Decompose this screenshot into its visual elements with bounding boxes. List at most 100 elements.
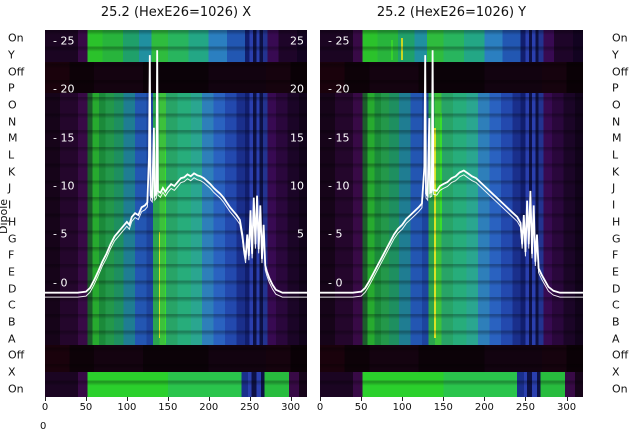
heatmap-right: - 25 - 20 - 15 - 10 - 5 - 0 xyxy=(320,30,583,397)
inner-axis-tick-right: 25 xyxy=(290,34,304,48)
x-tick-mark xyxy=(290,397,292,401)
inner-axis-tick-left: - 10 xyxy=(53,179,75,193)
x-tick-mark xyxy=(402,397,404,401)
row-label: Y xyxy=(612,48,619,62)
profile-curve xyxy=(320,30,583,397)
row-label: O xyxy=(8,98,17,112)
x-tick-label: 100 xyxy=(117,402,137,413)
corner-zero-label: 0 xyxy=(40,421,47,432)
profile-curve xyxy=(45,30,307,397)
inner-axis-tick-right: 20 xyxy=(290,82,304,96)
x-tick-label: 250 xyxy=(240,402,260,413)
inner-axis-tick-right: 15 xyxy=(290,131,304,145)
x-tick-mark xyxy=(85,397,87,401)
x-tick-label: 250 xyxy=(515,402,536,413)
inner-axis-tick-left: - 20 xyxy=(328,82,350,96)
heatmap-section-off-top xyxy=(45,61,307,94)
row-label: P xyxy=(612,81,619,95)
left-plot-title: 25.2 (HexE26=1026) X xyxy=(100,5,252,20)
inner-axis-tick-left: - 5 xyxy=(328,227,343,241)
vertical-marker-line xyxy=(401,37,404,61)
row-label: B xyxy=(8,315,16,329)
row-label: K xyxy=(8,165,16,179)
x-tick-mark xyxy=(443,397,445,401)
row-label: Off xyxy=(8,65,25,79)
x-tick-mark xyxy=(361,397,363,401)
row-label: P xyxy=(8,81,15,95)
x-tick-label: 50 xyxy=(79,402,93,413)
heatmap-section-top-on-y xyxy=(45,30,307,62)
row-label: F xyxy=(612,248,619,262)
x-tick-label: 150 xyxy=(158,402,178,413)
x-axis-right: 0 50 100 150 200 250 300 xyxy=(316,397,583,419)
x-tick-label: 50 xyxy=(354,402,368,413)
row-label: X xyxy=(8,365,16,379)
vertical-marker-line xyxy=(164,148,167,343)
inner-axis-tick-left: - 25 xyxy=(53,34,75,48)
row-label: X xyxy=(612,365,620,379)
vertical-marker-line xyxy=(440,113,442,232)
row-label: K xyxy=(612,165,620,179)
row-label: On xyxy=(8,382,24,396)
row-label: M xyxy=(612,131,622,145)
inner-axis-tick-right: 5 xyxy=(297,227,304,241)
vertical-marker-line xyxy=(434,128,436,338)
x-tick-mark xyxy=(320,397,321,401)
row-label: C xyxy=(8,298,16,312)
row-label: D xyxy=(612,282,621,296)
x-axis-left: 0 50 100 150 200 250 300 xyxy=(41,397,307,419)
row-label: I xyxy=(612,198,616,212)
heatmap-section-middle-p-to-a xyxy=(320,93,583,346)
x-tick-mark xyxy=(126,397,128,401)
heatmap-section-top-on-y xyxy=(320,30,583,62)
left-row-labels: On Y Off P O N M L K J I H G F E D C B A Off X On xyxy=(8,30,40,397)
row-label: On xyxy=(8,31,24,45)
x-tick-mark xyxy=(249,397,251,401)
right-row-labels: On Y Off P O N M L K J I H G F E D C B A Off X On xyxy=(612,30,640,397)
row-label: Off xyxy=(612,348,629,362)
inner-axis-tick-left: - 10 xyxy=(328,179,350,193)
x-tick-label: 0 xyxy=(316,402,324,413)
row-label: L xyxy=(8,148,15,162)
x-tick-label: 150 xyxy=(433,402,453,413)
row-label: J xyxy=(8,181,12,195)
x-tick-mark xyxy=(484,397,486,401)
row-label: On xyxy=(612,31,628,45)
x-tick-label: 100 xyxy=(392,402,412,413)
row-label: L xyxy=(612,148,619,162)
row-label: N xyxy=(612,115,621,129)
heatmap-section-bottom-x-on xyxy=(320,372,583,397)
x-tick-label: 200 xyxy=(199,402,219,413)
row-label: I xyxy=(8,198,12,212)
row-label: G xyxy=(8,232,17,246)
vertical-marker-line xyxy=(390,39,393,61)
row-label: H xyxy=(8,215,17,229)
heatmap-section-off-top xyxy=(320,61,583,94)
heatmap-section-off-bottom xyxy=(45,345,307,373)
row-label: Off xyxy=(612,65,629,79)
inner-axis-tick-left: - 5 xyxy=(53,227,68,241)
row-label: O xyxy=(612,98,621,112)
heatmap-section-bottom-x-on xyxy=(45,372,307,397)
row-label: M xyxy=(8,131,18,145)
row-label: C xyxy=(612,298,620,312)
row-label: A xyxy=(8,332,16,346)
x-tick-label: 0 xyxy=(41,402,49,413)
heatmap-left: - 25 - 20 - 15 - 10 - 5 - 0 25 20 15 10 5 xyxy=(45,30,307,397)
row-label: D xyxy=(8,282,17,296)
row-label: B xyxy=(612,315,620,329)
right-plot-title: 25.2 (HexE26=1026) Y xyxy=(376,5,527,20)
inner-axis-tick-left: - 25 xyxy=(328,34,350,48)
row-label: F xyxy=(8,248,15,262)
inner-axis-tick-left: - 15 xyxy=(328,131,350,145)
row-label: H xyxy=(612,215,621,229)
inner-axis-tick-left: - 0 xyxy=(53,276,68,290)
inner-axis-tick-right: 10 xyxy=(290,179,304,193)
x-tick-label: 300 xyxy=(281,402,301,413)
inner-axis-tick-left: - 15 xyxy=(53,131,75,145)
row-label: E xyxy=(612,265,619,279)
x-tick-mark xyxy=(525,397,527,401)
vertical-marker-line xyxy=(158,231,161,338)
row-label: A xyxy=(612,332,620,346)
inner-axis-tick-left: - 0 xyxy=(328,276,343,290)
